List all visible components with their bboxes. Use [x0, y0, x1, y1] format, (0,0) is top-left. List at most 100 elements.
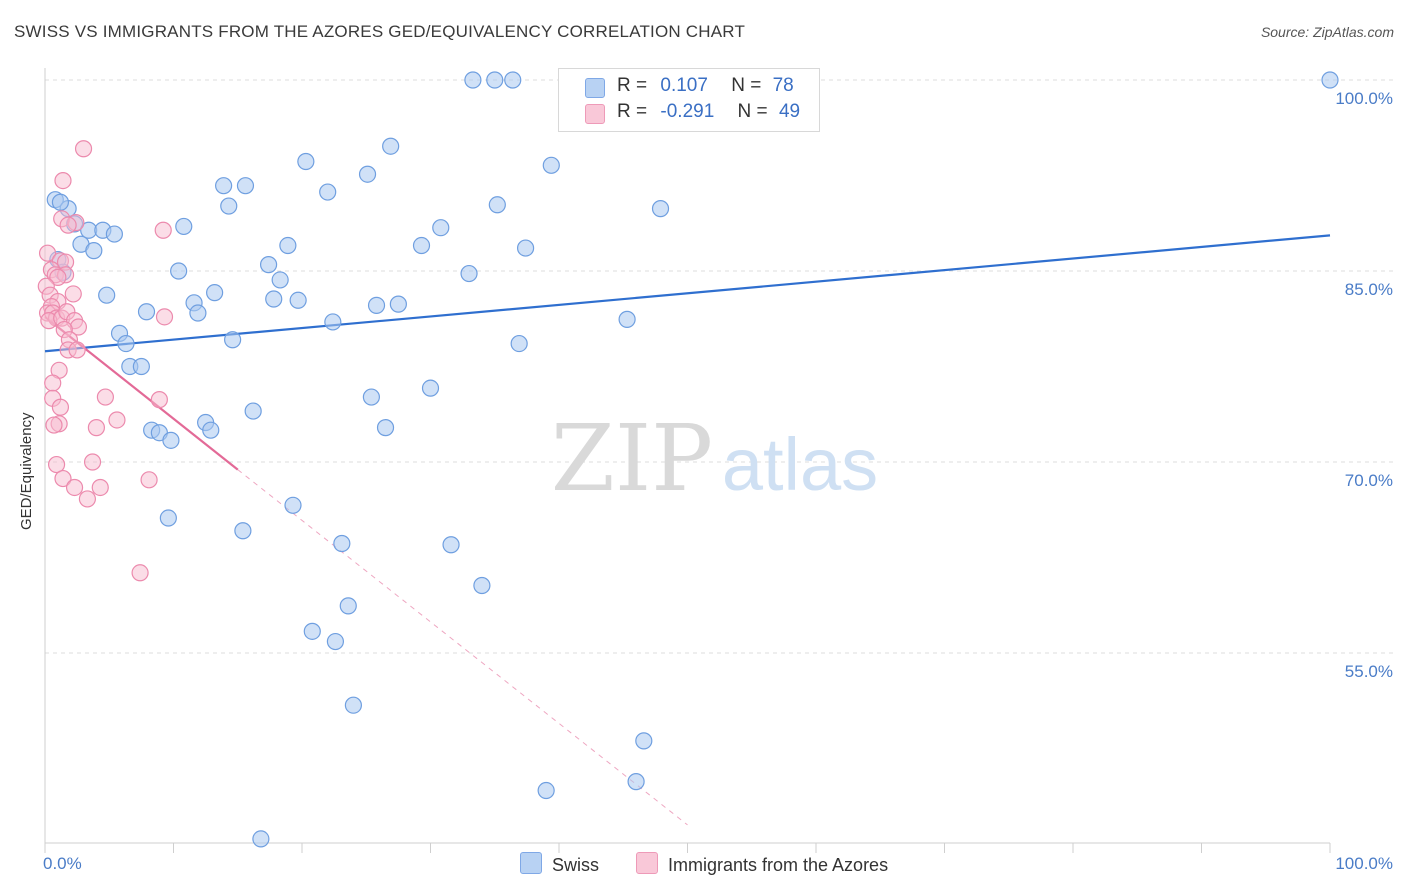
swiss-point	[303, 622, 321, 640]
legend-r-label: R =	[617, 75, 648, 96]
swiss-point	[464, 71, 482, 89]
swiss-point	[339, 597, 357, 615]
azores-point	[68, 341, 86, 359]
swiss-point	[376, 419, 395, 437]
azores-point	[108, 411, 126, 429]
swiss-point	[627, 773, 645, 791]
swiss-point	[162, 431, 180, 449]
swiss-point	[189, 304, 207, 322]
swiss-point	[244, 402, 262, 420]
swiss-point	[542, 156, 560, 174]
legend-n-label: N =	[737, 101, 768, 122]
legend-item-swiss[interactable]: Swiss	[520, 852, 599, 876]
swiss-point	[206, 284, 224, 302]
swiss-point	[289, 291, 307, 309]
azores-point	[78, 490, 97, 508]
watermark: ZIP atlas	[551, 405, 878, 512]
legend-n-value: 78	[772, 75, 794, 96]
azores-point	[74, 140, 93, 158]
legend-r-value: -0.291	[660, 101, 715, 122]
legend-label-swiss: Swiss	[552, 855, 600, 875]
swiss-point	[284, 496, 302, 514]
swiss-point	[319, 183, 337, 201]
x-tick-label: 100.0%	[1335, 854, 1393, 873]
swiss-point	[279, 236, 297, 255]
swiss-point	[1321, 71, 1339, 89]
azores-point	[83, 453, 102, 471]
azores-point	[91, 478, 109, 497]
azores-trend-extension	[237, 469, 688, 826]
swiss-point	[51, 193, 70, 211]
azores-point	[44, 374, 62, 392]
gridlines	[45, 79, 1396, 654]
legend-row-azores: R = -0.291 N = 49	[617, 101, 800, 125]
swiss-point	[265, 290, 283, 308]
swiss-point	[132, 357, 150, 376]
legend-swatch-azores	[585, 104, 605, 124]
azores-point	[51, 398, 70, 416]
swiss-point	[117, 334, 135, 353]
swiss-point	[344, 696, 362, 714]
swiss-point	[362, 388, 380, 406]
chart-title: SWISS VS IMMIGRANTS FROM THE AZORES GED/…	[14, 22, 746, 41]
swiss-point	[252, 830, 270, 848]
swiss-point	[202, 421, 220, 439]
swiss-point	[510, 334, 528, 353]
azores-point	[87, 419, 106, 437]
azores-point	[155, 308, 174, 326]
legend-n-value: 49	[778, 101, 801, 122]
azores-point	[54, 171, 72, 190]
swiss-point	[234, 522, 252, 540]
swiss-point	[442, 536, 460, 554]
swiss-point	[421, 379, 440, 397]
swiss-point	[98, 286, 116, 304]
swiss-point	[215, 177, 233, 195]
swiss-point	[170, 262, 188, 280]
y-tick-label: 85.0%	[1345, 280, 1393, 299]
swiss-point	[137, 303, 156, 321]
swiss-point	[358, 165, 377, 183]
swiss-point	[516, 239, 535, 257]
swiss-swatch-icon	[520, 852, 542, 874]
watermark-atlas: atlas	[722, 423, 878, 506]
y-tick-label: 100.0%	[1335, 89, 1393, 108]
legend-r-label: R =	[617, 101, 648, 122]
azores-point	[131, 564, 149, 582]
azores-point	[54, 469, 72, 488]
swiss-point	[326, 632, 345, 651]
azores-point	[154, 221, 172, 239]
tick-labels: 100.0% 85.0% 70.0% 55.0% 0.0% 100.0%	[43, 89, 1393, 873]
azores-point	[140, 471, 158, 489]
azores-point	[49, 268, 67, 286]
swiss-point	[175, 217, 193, 236]
source-label: Source: ZipAtlas.com	[1260, 24, 1394, 40]
swiss-point	[85, 242, 103, 260]
swiss-point	[486, 71, 504, 89]
azores-point	[45, 416, 63, 434]
swiss-point	[236, 177, 255, 195]
legend-r-value: 0.107	[660, 75, 708, 96]
legend-swatch-swiss	[585, 78, 605, 98]
swiss-point	[105, 225, 123, 243]
azores-point	[59, 216, 77, 234]
swiss-point	[271, 271, 289, 289]
swiss-point	[618, 310, 636, 328]
legend-item-azores[interactable]: Immigrants from the Azores	[636, 852, 888, 876]
swiss-point	[297, 152, 315, 171]
swiss-point	[224, 331, 242, 349]
legend-n-label: N =	[731, 75, 762, 96]
swiss-point	[367, 296, 386, 314]
azores-point	[64, 285, 82, 303]
legend-label-azores: Immigrants from the Azores	[668, 855, 889, 875]
swiss-point	[324, 313, 342, 331]
azores-point	[150, 391, 168, 409]
azores-point	[47, 455, 66, 474]
swiss-point	[412, 236, 431, 255]
azores-point	[96, 388, 114, 406]
swiss-point	[382, 137, 400, 155]
swiss-point	[488, 196, 506, 214]
azores-swatch-icon	[636, 852, 658, 874]
azores-point	[38, 244, 57, 262]
watermark-zip: ZIP	[551, 405, 713, 512]
